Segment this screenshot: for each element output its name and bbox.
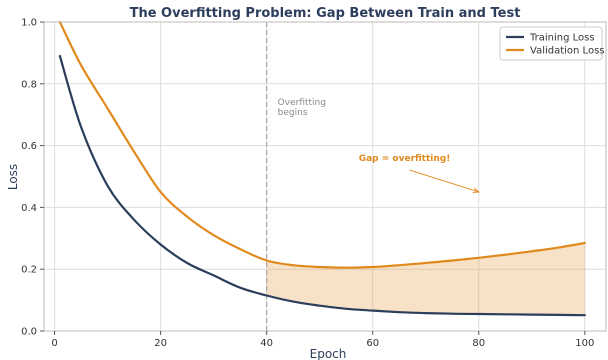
x-tick-label: 40 [260,338,273,349]
gap-arrow-head [472,187,480,194]
y-tick-label: 1.0 [21,18,37,29]
overfitting-begins-label: begins [278,108,308,118]
training-loss-line [58,54,586,317]
legend-label-validation-loss: Validation Loss [530,46,605,57]
tick-labels: 0 20 40 60 80 100 0.0 0.2 0.4 0.6 0.8 1.0 [21,18,594,350]
gap-label: Gap = overfitting! [359,154,451,164]
plot-frame [43,21,607,332]
validation-loss-line [58,20,586,269]
legend-box [499,26,603,61]
y-tick-label: 0.8 [21,79,37,90]
series-lines [58,20,586,317]
gap-shade [266,242,585,316]
y-tick-label: 0.2 [21,265,37,276]
gap-area [266,242,585,316]
y-axis-label: Loss [6,164,20,190]
chart-title: The Overfitting Problem: Gap Between Tra… [130,6,521,21]
x-tick-label: 100 [575,338,594,349]
x-tick-label: 20 [154,338,167,349]
legend: Training Loss Validation Loss [499,26,605,61]
x-axis-label: Epoch [310,347,347,360]
x-tick-label: 0 [51,338,57,349]
x-tick-label: 80 [472,338,485,349]
overfitting-begins-label: Overfitting [278,98,326,108]
y-tick-label: 0.4 [21,203,37,214]
gap-arrow [409,169,479,193]
axes [43,21,607,332]
x-tick-label: 60 [366,338,379,349]
legend-label-training-loss: Training Loss [529,33,595,44]
y-tick-label: 0.6 [21,141,37,152]
y-tick-label: 0.0 [21,327,37,338]
